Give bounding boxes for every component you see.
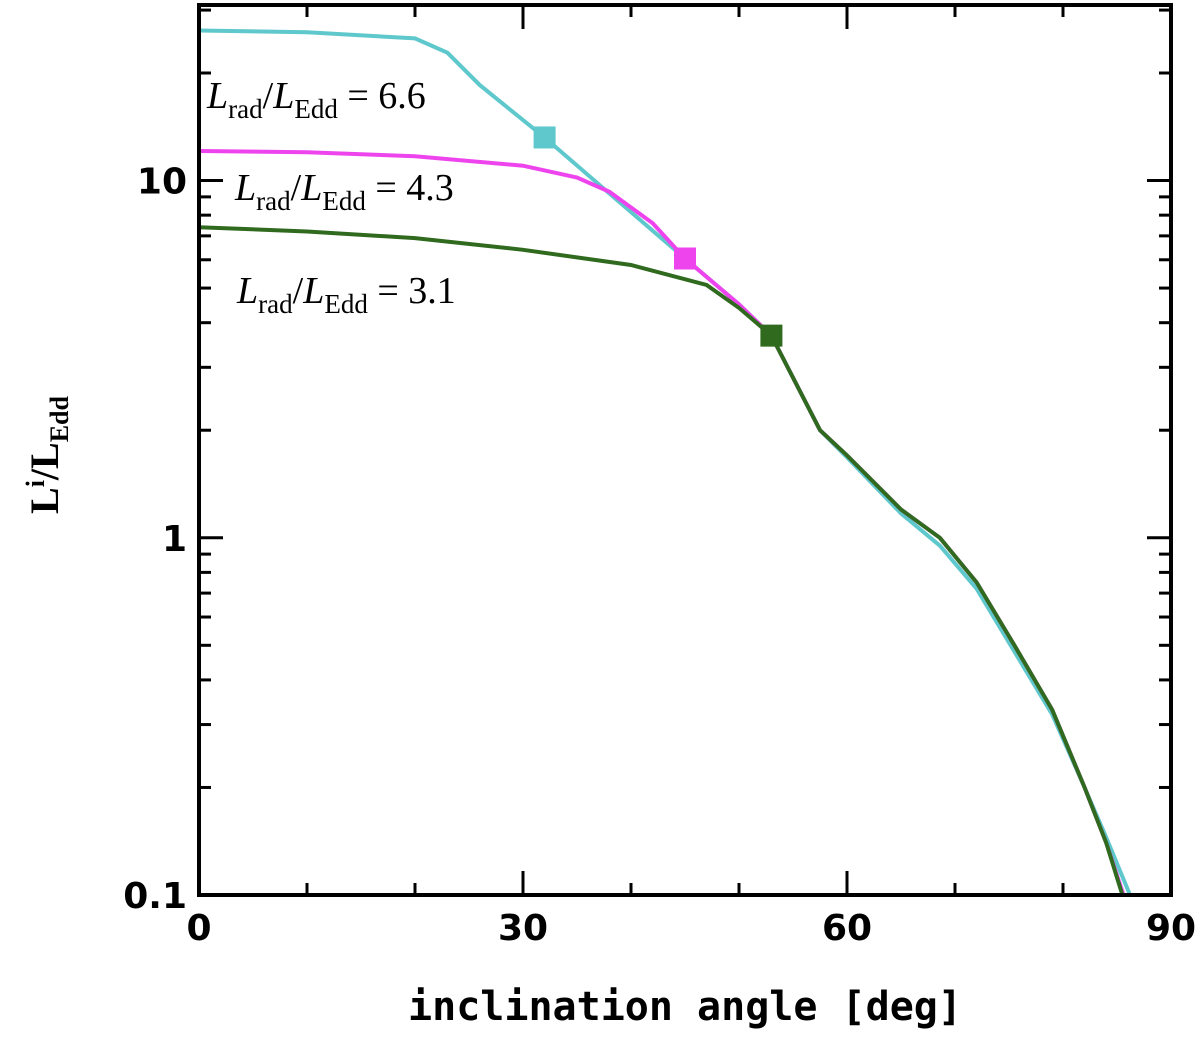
marker <box>533 126 556 149</box>
y-label-part: /L <box>22 442 67 481</box>
y-tick-label: 0.1 <box>123 876 187 917</box>
marker <box>674 247 696 270</box>
y-label-part: Edd <box>45 395 74 442</box>
annotation-part: / <box>263 75 274 117</box>
annotation-part: L <box>302 270 324 312</box>
annotation-part: L <box>234 167 256 209</box>
marker <box>760 324 783 347</box>
y-tick-label: 1 <box>162 519 187 560</box>
annotation-part: rad <box>228 94 263 124</box>
y-label-part: i <box>21 480 50 487</box>
annotation-part: L <box>300 167 322 209</box>
annotation-part: / <box>291 167 302 209</box>
x-tick-label: 0 <box>186 908 211 949</box>
annotation-part: L <box>236 270 258 312</box>
series-line <box>199 28 1132 895</box>
annotation-part: rad <box>258 289 293 319</box>
y-label-part: L <box>22 487 67 514</box>
annotation-part: Edd <box>294 94 338 124</box>
y-axis-label: Li/LEdd <box>21 395 74 514</box>
x-tick-label: 60 <box>822 908 872 949</box>
plot-frame <box>197 3 1173 897</box>
series-line <box>199 149 1126 895</box>
x-axis-label: inclination angle [deg] <box>408 984 962 1030</box>
annotation-part: = 4.3 <box>366 167 454 209</box>
annotation: Lrad/LEdd = 3.1 <box>236 270 456 319</box>
annotation-part: Edd <box>324 289 368 319</box>
annotation-part: Edd <box>322 186 366 216</box>
annotation-part: L <box>272 75 294 117</box>
annotation-part: = 3.1 <box>368 270 456 312</box>
y-tick-label: 10 <box>137 162 187 203</box>
series-line <box>199 225 1125 895</box>
annotation: Lrad/LEdd = 4.3 <box>234 167 454 216</box>
x-tick-label: 30 <box>498 908 548 949</box>
annotation: Lrad/LEdd = 6.6 <box>206 75 426 124</box>
annotation-part: L <box>206 75 228 117</box>
annotation-part: / <box>293 270 304 312</box>
annotation-part: rad <box>256 186 291 216</box>
x-tick-label: 90 <box>1146 908 1196 949</box>
annotation-part: = 6.6 <box>338 75 426 117</box>
